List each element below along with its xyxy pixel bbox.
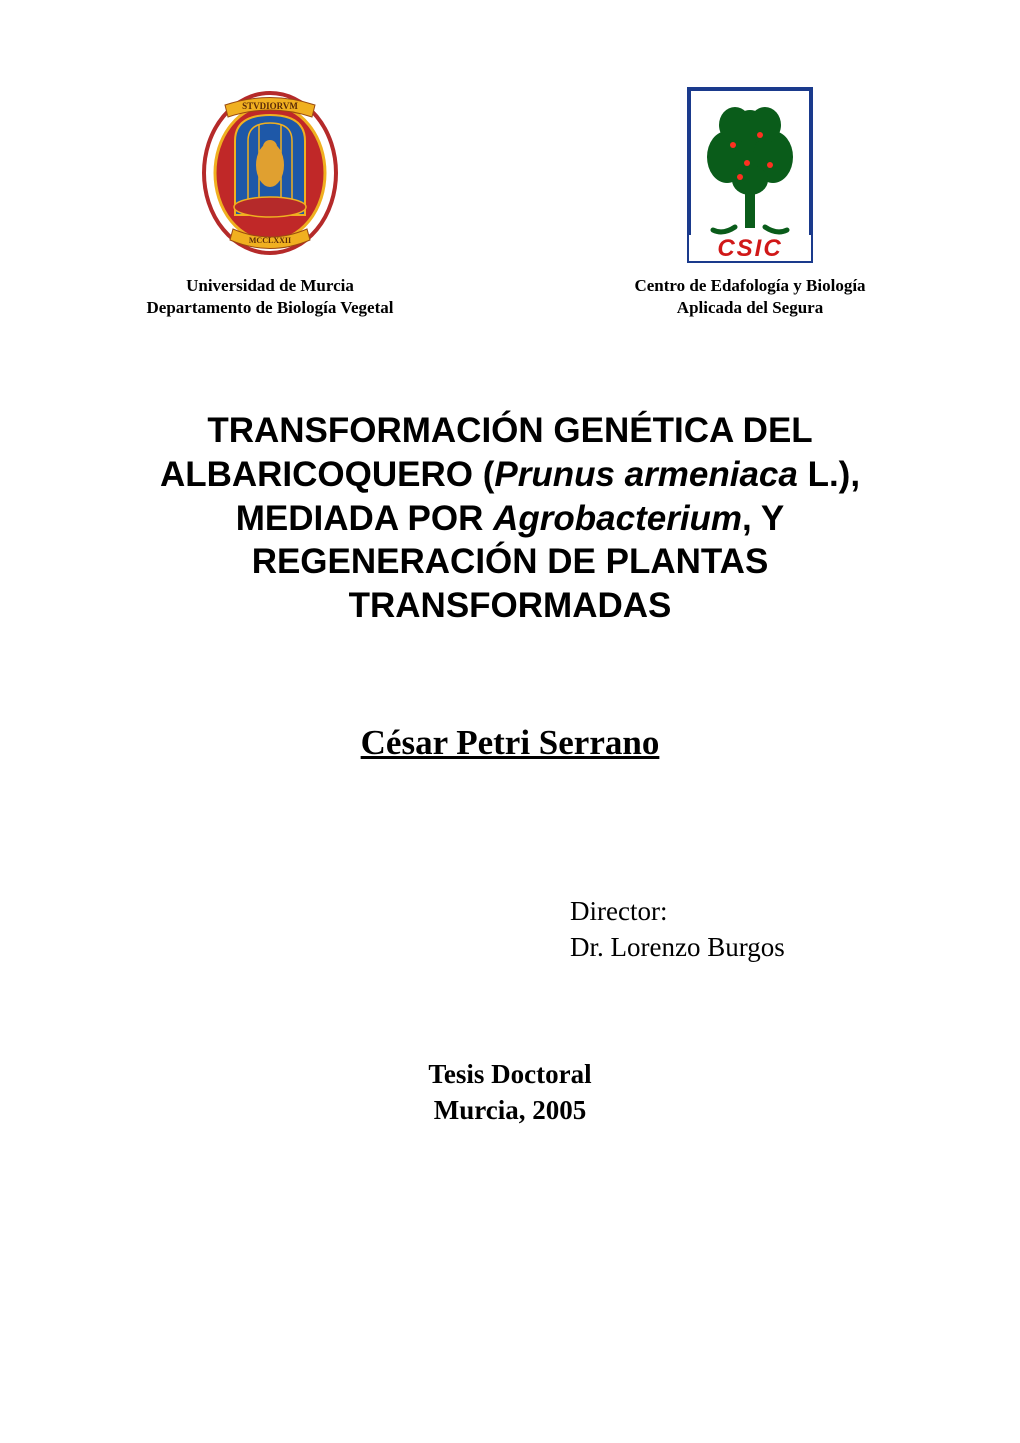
title-line-3: MEDIADA POR Agrobacterium, Y [115, 497, 905, 541]
director-label: Director: [570, 893, 920, 929]
um-institution-line1: Universidad de Murcia [100, 275, 440, 297]
thesis-cover-page: STVDIORVM MCCLXXII Universidad de Murcia… [0, 0, 1020, 1443]
header-left-block: STVDIORVM MCCLXXII Universidad de Murcia… [100, 85, 440, 319]
author-block: César Petri Serrano [100, 723, 920, 763]
title-line-2-prefix: ALBARICOQUERO ( [160, 455, 494, 494]
footer-block: Tesis Doctoral Murcia, 2005 [100, 1056, 920, 1129]
csic-institution-line2: Aplicada del Segura [580, 297, 920, 319]
um-institution-line2: Departamento de Biología Vegetal [100, 297, 440, 319]
thesis-title: TRANSFORMACIÓN GENÉTICA DEL ALBARICOQUER… [115, 409, 905, 628]
thesis-type: Tesis Doctoral [100, 1056, 920, 1092]
title-line-2: ALBARICOQUERO (Prunus armeniaca L.), [115, 453, 905, 497]
svg-text:STVDIORVM: STVDIORVM [242, 101, 298, 111]
title-line-2-suffix: L.), [798, 455, 860, 494]
title-line-3-suffix: , Y [742, 499, 784, 538]
header-right-block: CSIC Centro de Edafología y Biología Apl… [580, 85, 920, 319]
title-line-5: TRANSFORMADAS [115, 584, 905, 628]
title-line-2-italic: Prunus armeniaca [494, 455, 797, 494]
csic-institution-line1: Centro de Edafología y Biología [580, 275, 920, 297]
title-line-4: REGENERACIÓN DE PLANTAS [115, 540, 905, 584]
author-name: César Petri Serrano [361, 723, 660, 762]
csic-tree-logo-icon: CSIC [685, 85, 815, 265]
title-line-3-prefix: MEDIADA POR [236, 499, 493, 538]
thesis-place-year: Murcia, 2005 [100, 1092, 920, 1128]
director-block: Director: Dr. Lorenzo Burgos [570, 893, 920, 966]
title-line-3-italic: Agrobacterium [493, 499, 742, 538]
svg-text:CSIC: CSIC [717, 235, 782, 262]
director-name: Dr. Lorenzo Burgos [570, 929, 920, 965]
svg-text:MCCLXXII: MCCLXXII [249, 236, 291, 245]
universidad-murcia-seal-icon: STVDIORVM MCCLXXII [200, 85, 340, 265]
title-line-1: TRANSFORMACIÓN GENÉTICA DEL [115, 409, 905, 453]
header-row: STVDIORVM MCCLXXII Universidad de Murcia… [100, 85, 920, 319]
